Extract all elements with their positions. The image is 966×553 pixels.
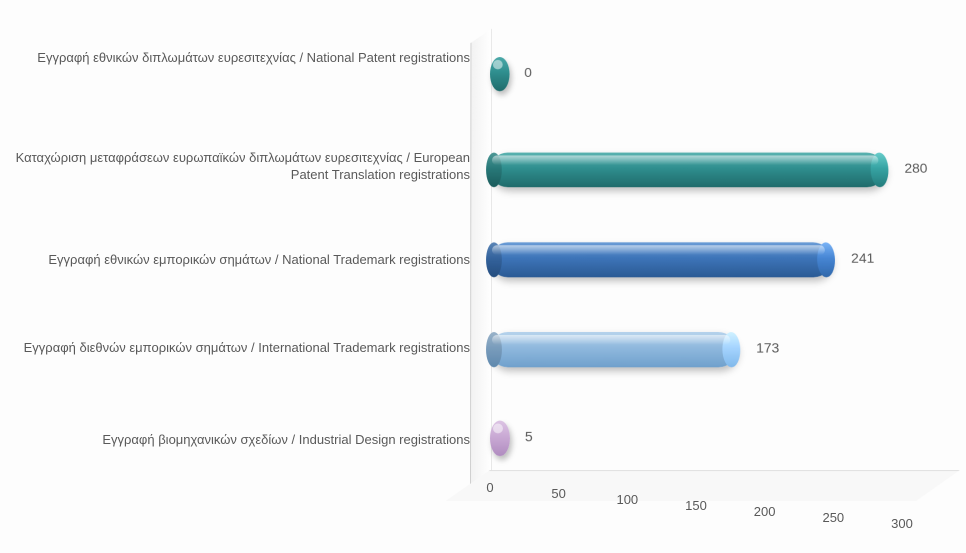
- bar-value: 0: [524, 65, 532, 80]
- bar-value: 5: [525, 428, 533, 444]
- bar-value: 280: [904, 160, 927, 175]
- x-tick: 250: [822, 510, 844, 525]
- bar-cylinder: [490, 421, 510, 457]
- bar-value: 241: [851, 250, 874, 266]
- bar-cylinder: [490, 332, 736, 367]
- bar-cylinder: [490, 242, 832, 277]
- x-tick: 0: [486, 480, 493, 495]
- bar-label: Εγγραφή διεθνών εμπορικών σημάτων / Inte…: [0, 340, 480, 357]
- x-tick: 150: [685, 498, 707, 513]
- x-tick: 50: [551, 486, 565, 501]
- bar-endcap: [486, 332, 502, 367]
- bar-endcap: [486, 153, 502, 188]
- bar-cylinder: [490, 57, 510, 91]
- bar-label: Εγγραφή εθνικών διπλωμάτων ευρεσιτεχνίας…: [0, 50, 480, 67]
- bar-label: Εγγραφή εθνικών εμπορικών σημάτων / Nati…: [0, 252, 480, 269]
- y-axis-labels: Εγγραφή εθνικών διπλωμάτων ευρεσιτεχνίας…: [0, 0, 480, 480]
- bar-label: Καταχώριση μεταφράσεων ευρωπαϊκών διπλωμ…: [0, 150, 480, 184]
- bar-endcap: [486, 242, 502, 277]
- plot-area: 0 280 241 173 5: [490, 33, 960, 480]
- x-axis-ticks: 050100150200250300: [490, 480, 960, 540]
- chart-container: Εγγραφή εθνικών διπλωμάτων ευρεσιτεχνίας…: [0, 0, 966, 553]
- bar-value: 173: [756, 340, 779, 356]
- x-tick: 100: [616, 492, 638, 507]
- x-tick: 200: [754, 504, 776, 519]
- bar-label: Εγγραφή βιομηχανικών σχεδίων / Industria…: [0, 432, 480, 449]
- x-tick: 300: [891, 516, 913, 531]
- bar-cylinder: [490, 153, 885, 188]
